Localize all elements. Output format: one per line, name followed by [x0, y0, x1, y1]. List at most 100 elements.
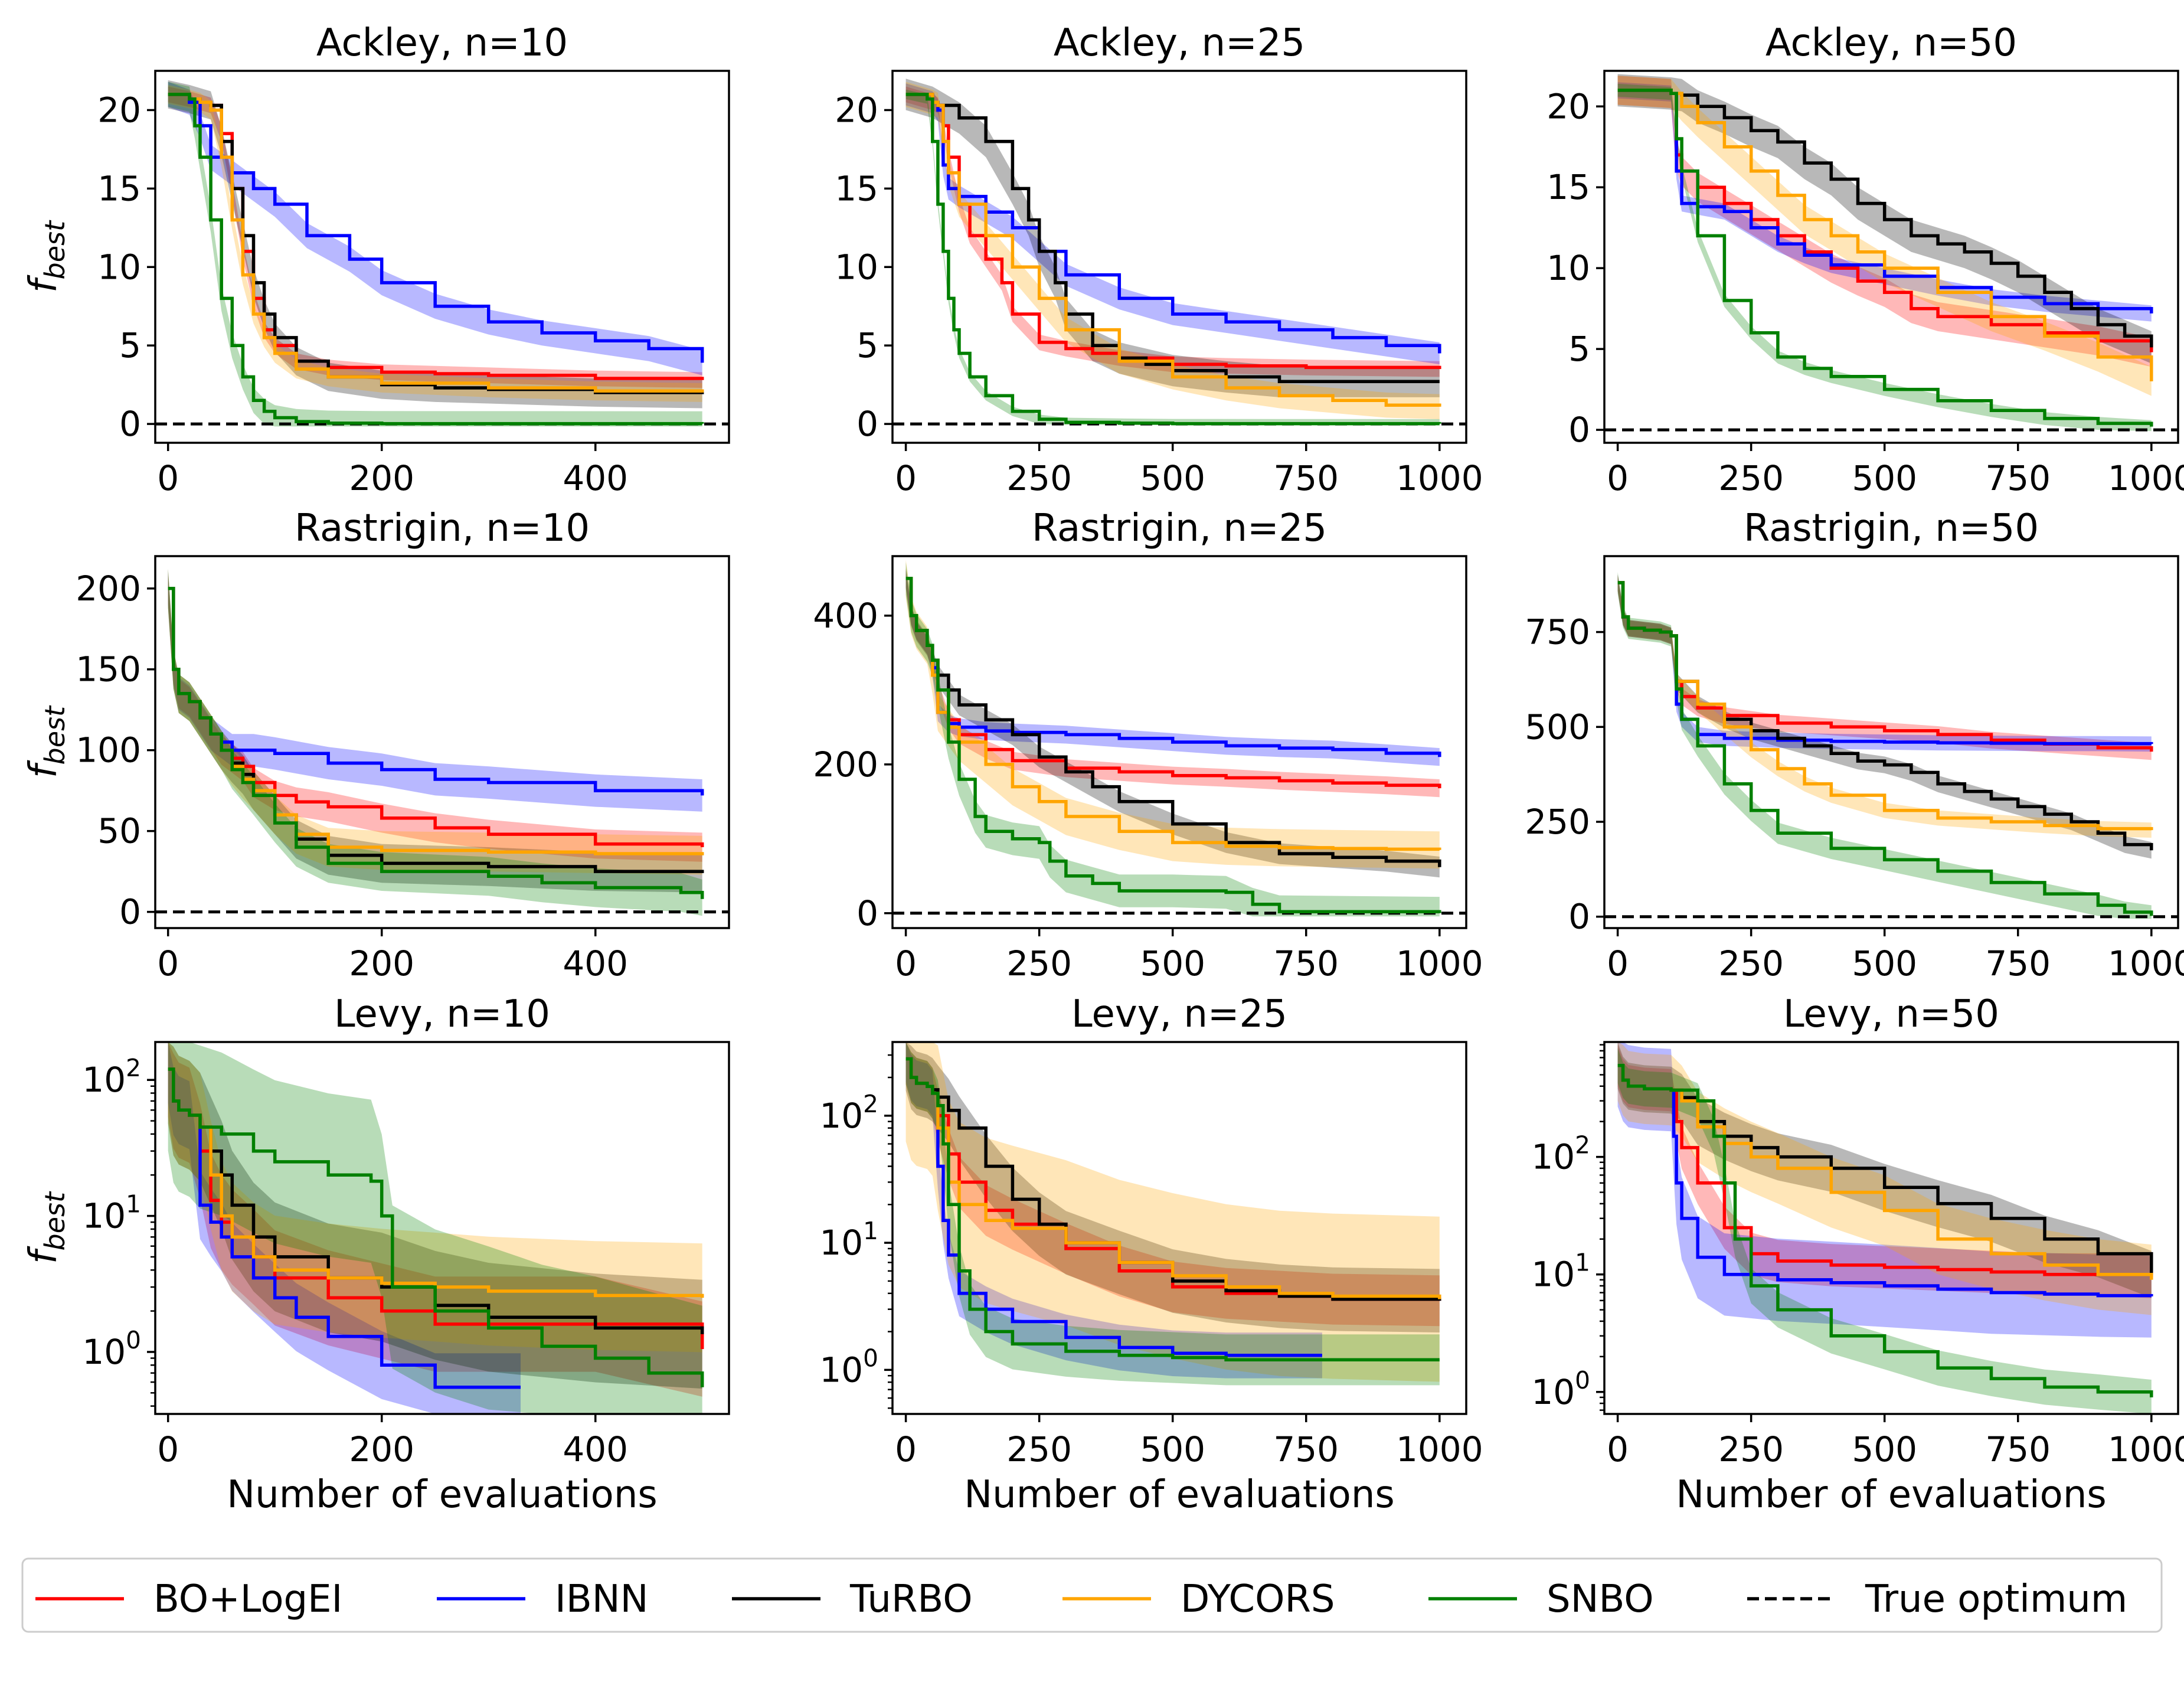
y-tick-label: 200 — [76, 569, 141, 609]
y-tick-label: 0 — [1568, 410, 1590, 450]
x-tick-label: 500 — [1140, 943, 1205, 984]
line-dycors — [905, 93, 1441, 407]
legend-label: DYCORS — [1181, 1577, 1335, 1621]
x-tick-label: 250 — [1718, 458, 1784, 498]
x-tick-label: 750 — [1985, 943, 2051, 984]
line-snbo — [1617, 581, 2153, 916]
x-tick-label: 0 — [157, 943, 179, 984]
y-tick-label: 102 — [819, 1090, 878, 1136]
plot-area — [155, 80, 729, 427]
band-turbo — [168, 1042, 702, 1389]
x-tick-label: 200 — [349, 1429, 414, 1469]
legend-label: BO+LogEI — [153, 1577, 342, 1621]
x-tick-label: 400 — [563, 1429, 628, 1469]
subplot-rastrigin-n-25: 0 250 500 750 1000 0 200 400 Rastrigin, n=25 — [813, 507, 1483, 984]
subplot-title: Ackley, n=10 — [316, 21, 568, 65]
line-turbo — [1617, 89, 2153, 348]
line-snbo — [168, 587, 704, 899]
x-tick-label: 1000 — [1396, 943, 1483, 984]
y-tick-label: 0 — [119, 404, 141, 444]
subplot-ackley-n-50: 0 250 500 750 1000 0 5 10 15 20 Ackley, n=50 — [1547, 21, 2184, 498]
x-tick-label: 750 — [1273, 943, 1339, 984]
y-tick-label: 100 — [1531, 1366, 1590, 1412]
y-tick-label: 150 — [76, 649, 141, 690]
x-tick-label: 0 — [1607, 943, 1629, 984]
subplot-ackley-n-25: 0 250 500 750 1000 0 5 10 15 20 Ackley, n=25 — [835, 21, 1483, 498]
y-tick-label: 15 — [1547, 167, 1590, 207]
axes-frame — [1603, 70, 2179, 444]
axes-frame — [154, 1041, 730, 1415]
axes-frame — [891, 1041, 1467, 1415]
legend-label: TuRBO — [849, 1577, 973, 1621]
band-bo-logei — [905, 1042, 1440, 1327]
x-tick-label: 500 — [1852, 458, 1917, 498]
y-tick-label: 750 — [1525, 612, 1590, 652]
line-snbo — [1617, 1063, 2153, 1397]
y-tick-label: 100 — [819, 1344, 878, 1390]
band-ibnn — [168, 81, 702, 375]
legend-item-dycors: DYCORS — [1062, 1577, 1335, 1621]
y-tick-label: 10 — [1547, 248, 1590, 288]
y-tick-label: 0 — [119, 892, 141, 932]
y-tick-label: 100 — [82, 1326, 141, 1372]
y-tick-label: 0 — [856, 404, 878, 444]
subplot-ackley-n-10: 0 200 400 0 5 10 15 20 Ackley, n=10 fbest — [22, 21, 730, 498]
x-tick-label: 750 — [1273, 458, 1339, 498]
axes-frame — [154, 555, 730, 929]
x-tick-label: 0 — [157, 1429, 179, 1469]
subplot-title: Rastrigin, n=25 — [1032, 507, 1327, 550]
legend-label: SNBO — [1547, 1577, 1654, 1621]
x-tick-label: 1000 — [2108, 1429, 2184, 1469]
y-tick-label: 0 — [856, 893, 878, 933]
x-tick-label: 750 — [1985, 1429, 2051, 1469]
plot-area — [168, 1042, 704, 1414]
x-tick-label: 0 — [157, 458, 179, 498]
band-snbo — [168, 569, 702, 916]
line-snbo — [168, 93, 704, 426]
y-tick-label: 15 — [97, 168, 141, 208]
band-turbo — [168, 569, 702, 893]
band-snbo — [905, 1042, 1440, 1386]
subplot-title: Levy, n=50 — [1783, 992, 1999, 1036]
subplot-title: Rastrigin, n=50 — [1744, 507, 2039, 550]
x-tick-label: 200 — [349, 458, 414, 498]
axes-frame — [1603, 555, 2179, 929]
y-tick-label: 50 — [97, 811, 141, 851]
x-tick-label: 500 — [1140, 458, 1205, 498]
subplot-levy-n-50: 0 250 500 750 1000 100 101 102 Levy, n=50 Number … — [1531, 992, 2184, 1517]
y-tick-label: 100 — [76, 730, 141, 770]
subplot-title: Ackley, n=25 — [1054, 21, 1305, 65]
subplot-title: Levy, n=10 — [334, 992, 550, 1036]
line-snbo — [1617, 89, 2153, 427]
line-dycors — [1617, 89, 2153, 381]
subplot-rastrigin-n-50: 0 250 500 750 1000 0 250 500 750 Rastrigin, n=50 — [1525, 507, 2184, 984]
x-tick-label: 250 — [1718, 943, 1784, 984]
legend-item-bo-logei: BO+LogEI — [35, 1577, 342, 1621]
x-tick-label: 500 — [1852, 943, 1917, 984]
x-tick-label: 1000 — [2108, 458, 2184, 498]
axes-frame — [891, 555, 1467, 929]
y-tick-label: 5 — [119, 325, 141, 365]
y-tick-label: 200 — [813, 744, 878, 785]
axes-frame — [891, 70, 1467, 444]
plot-area — [155, 569, 729, 916]
plot-area — [1604, 572, 2178, 919]
legend-label: IBNN — [555, 1577, 649, 1621]
plot-area — [1617, 1042, 2153, 1414]
y-tick-label: 400 — [813, 596, 878, 636]
legend-item-true-optimum: True optimum — [1747, 1577, 2127, 1621]
line-turbo — [905, 93, 1440, 384]
plot-area — [1604, 74, 2178, 432]
x-axis-label: Number of evaluations — [1676, 1473, 2106, 1517]
x-axis-label: Number of evaluations — [227, 1473, 657, 1517]
x-tick-label: 0 — [895, 943, 917, 984]
band-ibnn — [168, 1042, 521, 1414]
y-tick-label: 20 — [97, 90, 141, 130]
band-bo-logei — [168, 1042, 702, 1397]
legend-frame — [21, 1557, 2163, 1633]
legend-items: BO+LogEI IBNN TuRBO DYCORS SNBO True optimum — [35, 1577, 2127, 1621]
x-tick-label: 200 — [349, 943, 414, 984]
legend: BO+LogEI IBNN TuRBO DYCORS SNBO True optimum — [21, 1557, 2163, 1633]
y-axis-label: fbest — [22, 705, 71, 778]
